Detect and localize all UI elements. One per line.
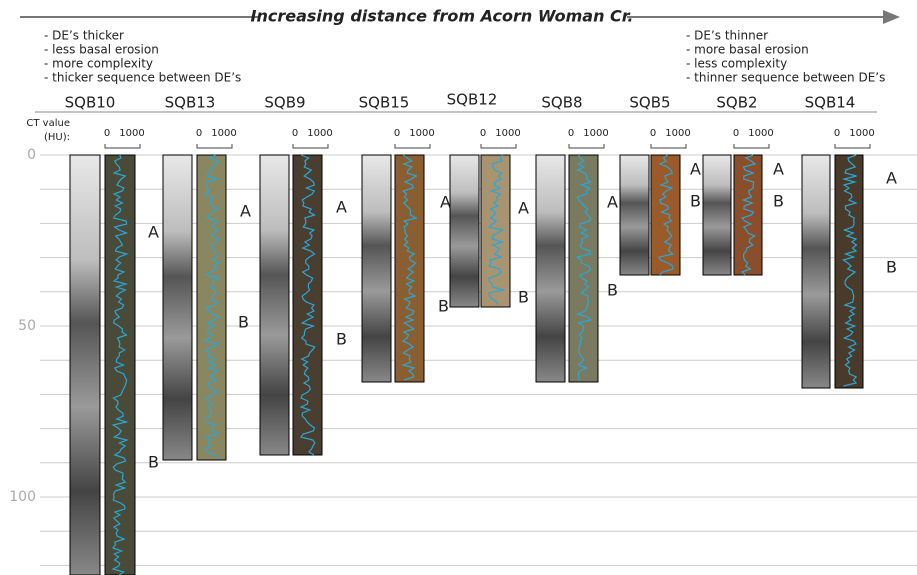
- ct-label: (HU):: [44, 132, 70, 143]
- arrow-label: Increasing distance from Acorn Woman Cr.: [251, 7, 634, 26]
- scale-label: 0: [834, 128, 840, 139]
- note: - thinner sequence between DE’s: [686, 71, 885, 85]
- ct-image: [449, 154, 480, 308]
- scale-label: 0: [292, 128, 298, 139]
- ct-profile: [401, 154, 418, 381]
- scale-label: 0: [568, 128, 574, 139]
- scale-label: 1000: [665, 128, 690, 139]
- scale-label: 1000: [849, 128, 874, 139]
- core-name: SQB13: [165, 94, 216, 112]
- unit-label: A: [240, 202, 251, 221]
- core-photo: [834, 154, 864, 389]
- ct-profile: [299, 154, 317, 456]
- scale-bar: [568, 144, 605, 149]
- ct-profile: [487, 154, 506, 306]
- scale-label: 0: [196, 128, 202, 139]
- note: - DE’s thicker: [44, 29, 124, 43]
- note: - more complexity: [44, 57, 153, 71]
- core-name: SQB2: [716, 94, 757, 112]
- scale-bar: [650, 144, 687, 149]
- core-name: SQB10: [65, 94, 116, 112]
- ct-image: [69, 154, 101, 575]
- scale-label: 0: [480, 128, 486, 139]
- core-photo: [733, 154, 763, 276]
- scale-label: 0: [650, 128, 656, 139]
- unit-label: B: [773, 192, 784, 211]
- unit-label: B: [518, 288, 529, 307]
- ct-image: [702, 154, 732, 276]
- note: - thicker sequence between DE’s: [44, 71, 241, 85]
- note: - DE’s thinner: [686, 29, 768, 43]
- unit-label: A: [440, 193, 451, 212]
- core-name: SQB15: [359, 94, 410, 112]
- ct-profile: [203, 154, 221, 459]
- core-name: SQB12: [447, 91, 498, 109]
- unit-label: B: [438, 297, 449, 316]
- scale-bar: [733, 144, 770, 149]
- unit-label: B: [690, 192, 701, 211]
- core-photo: [650, 154, 681, 276]
- scale-label: 0: [733, 128, 739, 139]
- ct-image: [619, 154, 650, 276]
- unit-label: A: [773, 160, 784, 179]
- note: - less complexity: [686, 57, 787, 71]
- unit-label: A: [607, 193, 618, 212]
- unit-label: A: [518, 199, 529, 218]
- scale-bar: [196, 144, 233, 149]
- scale-label: 1000: [583, 128, 608, 139]
- note: - less basal erosion: [44, 43, 159, 57]
- scale-bar: [292, 144, 329, 149]
- unit-label: A: [886, 169, 897, 188]
- unit-label: B: [607, 281, 618, 300]
- scale-bar: [104, 144, 141, 149]
- arrow-head: [883, 10, 900, 24]
- unit-label: A: [336, 198, 347, 217]
- scale-bar: [394, 144, 431, 149]
- depth-label: 0: [27, 147, 36, 163]
- core-photo: [196, 154, 227, 461]
- ct-label: CT value: [26, 118, 70, 129]
- scale-label: 1000: [748, 128, 773, 139]
- core-photo: [568, 154, 599, 383]
- unit-label: A: [690, 160, 701, 179]
- ct-image: [259, 154, 290, 456]
- scale-label: 1000: [409, 128, 434, 139]
- scale-bar: [480, 144, 517, 149]
- unit-label: B: [238, 313, 249, 332]
- ct-image: [162, 154, 193, 461]
- core-name: SQB5: [629, 94, 670, 112]
- depth-label: 100: [9, 489, 36, 505]
- unit-label: B: [336, 330, 347, 349]
- unit-label: B: [148, 453, 159, 472]
- core-photo: [480, 154, 511, 308]
- ct-image: [801, 154, 831, 389]
- core-name: SQB8: [541, 94, 582, 112]
- scale-label: 0: [104, 128, 110, 139]
- note: - more basal erosion: [686, 43, 809, 57]
- core-photo: [104, 154, 136, 575]
- scale-label: 0: [394, 128, 400, 139]
- ct-profile: [575, 154, 593, 381]
- scale-label: 1000: [495, 128, 520, 139]
- ct-image: [535, 154, 566, 383]
- scale-label: 1000: [211, 128, 236, 139]
- unit-label: A: [148, 223, 159, 242]
- core-name: SQB14: [805, 94, 856, 112]
- ct-profile: [841, 154, 858, 387]
- ct-image: [361, 154, 392, 383]
- core-photo: [292, 154, 323, 456]
- depth-label: 50: [18, 318, 36, 334]
- scale-bar: [834, 144, 871, 149]
- ct-profile: [658, 154, 675, 276]
- scale-label: 1000: [307, 128, 332, 139]
- ct-profile: [111, 154, 129, 575]
- scale-label: 1000: [119, 128, 144, 139]
- unit-label: B: [886, 258, 897, 277]
- core-name: SQB9: [264, 94, 305, 112]
- ct-profile: [740, 154, 757, 276]
